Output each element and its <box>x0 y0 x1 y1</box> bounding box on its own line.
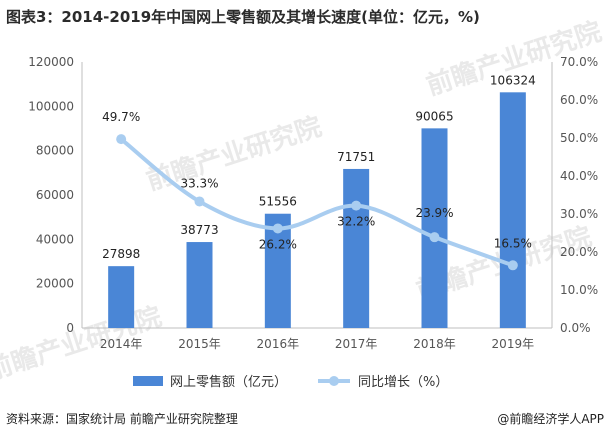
watermark-text: 前瞻产业研究院 <box>143 111 326 197</box>
line-point <box>429 232 440 243</box>
y-right-tick-label: 0.0% <box>560 321 591 335</box>
bar <box>186 242 213 328</box>
y-right-tick-label: 20.0% <box>560 245 598 259</box>
x-tick-label: 2016年 <box>257 337 300 351</box>
y-left-tick-label: 0 <box>66 321 74 335</box>
line-value-label: 23.9% <box>415 206 453 220</box>
legend-line-marker <box>329 376 339 386</box>
bar-value-label: 90065 <box>415 109 453 123</box>
y-right-tick-label: 40.0% <box>560 169 598 183</box>
y-right-tick-label: 50.0% <box>560 131 598 145</box>
legend-bar-swatch <box>133 376 163 386</box>
bar <box>343 168 370 328</box>
line-value-label: 32.2% <box>337 215 375 229</box>
line-point <box>194 196 205 207</box>
growth-line <box>119 137 515 268</box>
x-tick-label: 2017年 <box>335 337 378 351</box>
y-left-tick-label: 20000 <box>36 277 74 291</box>
bar-value-label: 38773 <box>180 223 218 237</box>
bar <box>421 128 448 328</box>
bar-value-label: 27898 <box>102 247 140 261</box>
legend-line-label: 同比增长（%） <box>358 375 448 390</box>
line-value-label: 49.7% <box>102 110 140 124</box>
y-right-tick-label: 70.0% <box>560 55 598 69</box>
credit-note: @前瞻经济学人APP <box>497 412 604 426</box>
bar-value-label: 106324 <box>490 73 536 87</box>
y-left-tick-label: 60000 <box>36 188 74 202</box>
bar <box>499 92 526 329</box>
x-tick-label: 2014年 <box>100 337 143 351</box>
line-point <box>507 260 518 271</box>
y-right-tick-label: 10.0% <box>560 283 598 297</box>
chart-title: 图表3：2014-2019年中国网上零售额及其增长速度(单位：亿元，%) <box>6 8 480 26</box>
line-point <box>116 134 127 145</box>
x-tick-label: 2018年 <box>413 337 456 351</box>
y-left-tick-label: 40000 <box>36 232 74 246</box>
y-left-tick-label: 80000 <box>36 144 74 158</box>
y-left-tick-label: 100000 <box>28 99 74 113</box>
x-tick-label: 2019年 <box>492 337 535 351</box>
bar-value-label: 51556 <box>259 195 297 209</box>
x-tick-label: 2015年 <box>178 337 221 351</box>
line-value-label: 33.3% <box>180 176 218 190</box>
source-note: 资料来源：国家统计局 前瞻产业研究院整理 <box>6 412 238 426</box>
line-point <box>272 223 283 234</box>
y-right-tick-label: 30.0% <box>560 207 598 221</box>
legend-bar-label: 网上零售额（亿元） <box>170 374 287 390</box>
bar <box>108 266 135 328</box>
bar-value-label: 71751 <box>337 150 375 164</box>
y-right-tick-label: 60.0% <box>560 93 598 107</box>
line-point <box>351 200 362 211</box>
line-value-label: 26.2% <box>259 237 297 251</box>
line-value-label: 16.5% <box>494 236 532 250</box>
y-left-tick-label: 120000 <box>28 55 74 69</box>
